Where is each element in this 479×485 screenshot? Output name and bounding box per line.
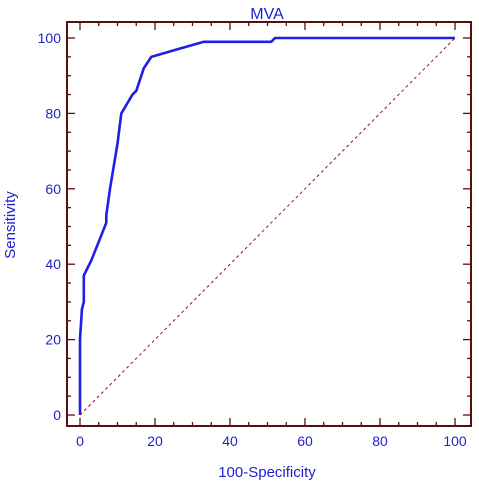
chart-title: MVA [250,6,284,23]
y-tick-label: 0 [53,407,61,423]
x-tick-label: 40 [222,433,238,449]
x-axis-label: 100-Specificity [218,464,316,481]
x-tick-label: 100 [443,433,467,449]
y-tick-label: 40 [45,256,61,272]
y-tick-label: 20 [45,332,61,348]
y-tick-label: 80 [45,105,61,121]
x-tick-label: 80 [372,433,388,449]
x-tick-label: 20 [147,433,163,449]
y-tick-label: 100 [38,30,62,46]
plot-frame [66,21,472,427]
x-tick-label: 0 [76,433,84,449]
x-tick-label: 60 [297,433,313,449]
reference-diagonal-line [79,37,456,416]
y-tick-label: 60 [45,181,61,197]
roc-curve-line [78,36,455,415]
y-axis-label: Sensitivity [2,191,19,259]
